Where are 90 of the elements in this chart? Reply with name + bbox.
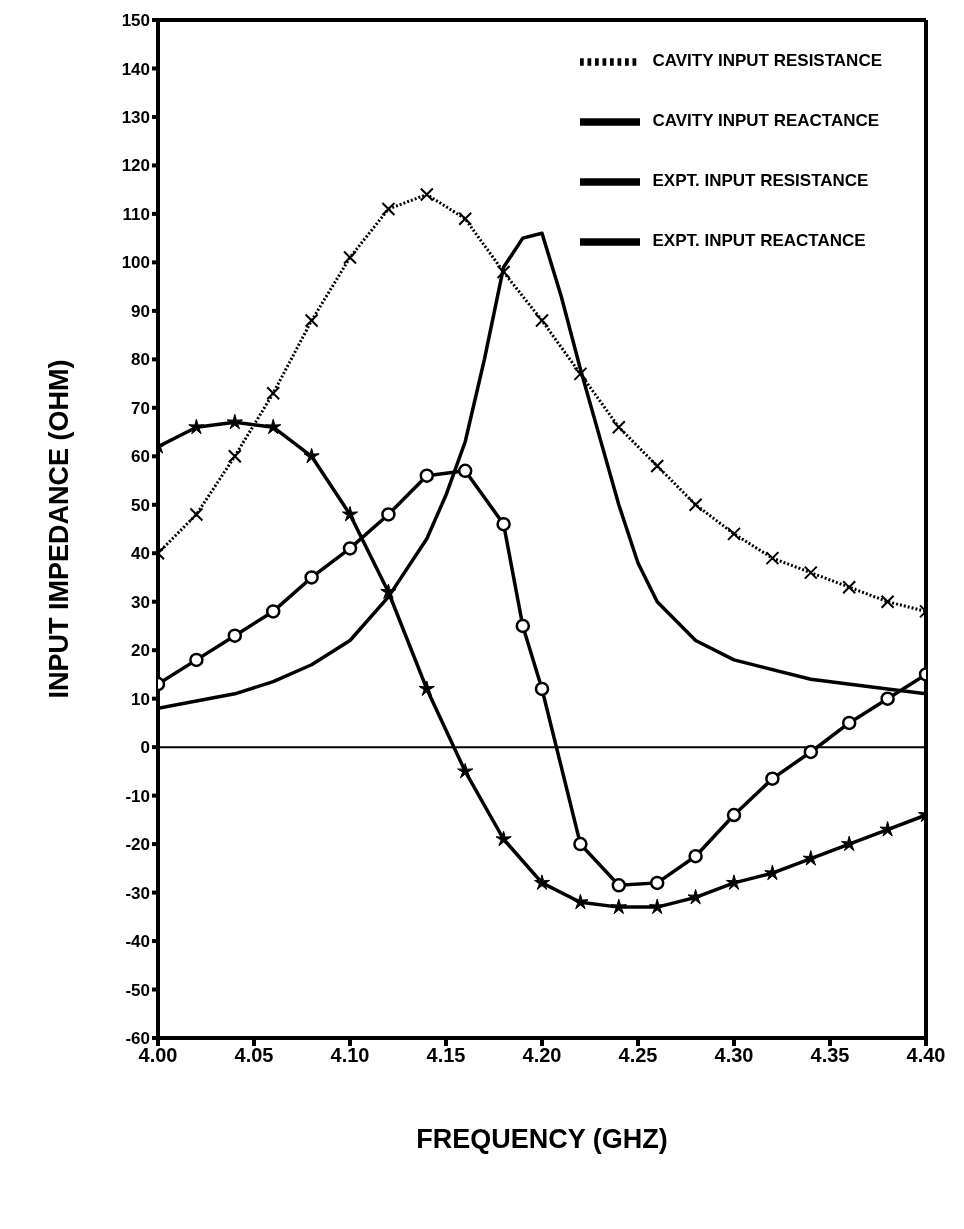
point (380, 583, 397, 599)
point (515, 618, 531, 634)
point (765, 771, 780, 786)
x-tick-label: 4.20 (522, 1044, 562, 1067)
point (727, 526, 741, 541)
point (226, 413, 243, 430)
point (303, 447, 320, 464)
y-tick-label: 20 (131, 641, 150, 661)
x-tick-label: 4.15 (426, 1044, 466, 1067)
point (496, 516, 511, 532)
point (803, 565, 818, 580)
point (304, 313, 319, 328)
y-tick-label: -40 (125, 932, 150, 952)
point (725, 874, 743, 890)
x-tick-label: 4.25 (618, 1044, 658, 1067)
point (342, 541, 358, 556)
point (343, 250, 357, 265)
point (458, 211, 473, 226)
y-tick-label: 0 (140, 738, 150, 758)
point (457, 762, 474, 779)
y-tick-label: -30 (125, 883, 150, 903)
y-tick-label: 100 (121, 253, 150, 273)
point (650, 458, 665, 473)
point (726, 807, 742, 823)
y-tick-label: 30 (131, 592, 150, 612)
point (842, 580, 857, 595)
point (573, 836, 588, 852)
point (419, 468, 435, 483)
y-tick-label: 60 (131, 447, 150, 467)
y-tick-label: 80 (131, 350, 150, 370)
point (803, 744, 819, 760)
point (304, 570, 319, 585)
y-tick-label: 40 (131, 544, 150, 564)
point (610, 898, 627, 915)
x-tick-label: 4.05 (234, 1044, 274, 1067)
point (572, 893, 589, 910)
y-tick-label: 120 (121, 156, 150, 176)
legend-label: CAVITY INPUT RESISTANCE (652, 50, 882, 70)
point (496, 265, 511, 280)
point (535, 313, 549, 328)
y-tick-label: -20 (125, 835, 150, 855)
point (611, 878, 627, 893)
point (765, 551, 780, 566)
y-tick-label: 150 (121, 11, 150, 31)
point (227, 449, 242, 464)
point (381, 507, 396, 522)
point (802, 850, 819, 866)
point (495, 830, 512, 847)
point (880, 594, 895, 609)
y-tick-label: 110 (122, 204, 150, 224)
x-tick-label: 4.35 (810, 1044, 850, 1067)
point (189, 507, 204, 522)
x-axis-title: FREQUENCY (GHZ) (416, 1124, 668, 1154)
x-tick-label: 4.10 (330, 1044, 370, 1067)
point (418, 680, 435, 696)
point (265, 418, 282, 435)
point (688, 848, 703, 864)
legend-label: CAVITY INPUT REACTANCE (652, 110, 880, 130)
point (265, 604, 281, 619)
point (611, 420, 626, 435)
legend-label: EXPT. INPUT RESISTANCE (652, 170, 869, 190)
y-tick-label: 140 (121, 59, 150, 79)
point (687, 888, 704, 905)
point (227, 628, 243, 643)
y-tick-label: -10 (125, 786, 150, 806)
point (764, 864, 781, 881)
x-tick-label: 4.30 (714, 1044, 754, 1067)
point (533, 874, 551, 890)
y-axis-title: INPUT IMPEDANCE (OHM) (43, 359, 74, 699)
y-tick-label: 130 (121, 107, 150, 127)
point (266, 386, 281, 401)
y-tick-label: 70 (131, 398, 150, 418)
y-tick-label: -50 (125, 980, 150, 1000)
y-tick-label: 50 (131, 495, 150, 515)
point (457, 463, 473, 479)
point (341, 505, 359, 522)
y-tick-label: 90 (131, 301, 150, 321)
legend-label: EXPT. INPUT REACTANCE (652, 230, 866, 250)
point (381, 202, 396, 217)
point (188, 418, 205, 435)
point (649, 875, 665, 891)
y-tick-label: 10 (131, 689, 150, 709)
point (880, 691, 895, 706)
point (573, 366, 588, 381)
point (841, 715, 857, 731)
point (688, 497, 703, 512)
point (419, 187, 434, 202)
point (534, 681, 550, 697)
point (189, 652, 204, 668)
x-tick-label: 4.40 (906, 1044, 946, 1067)
